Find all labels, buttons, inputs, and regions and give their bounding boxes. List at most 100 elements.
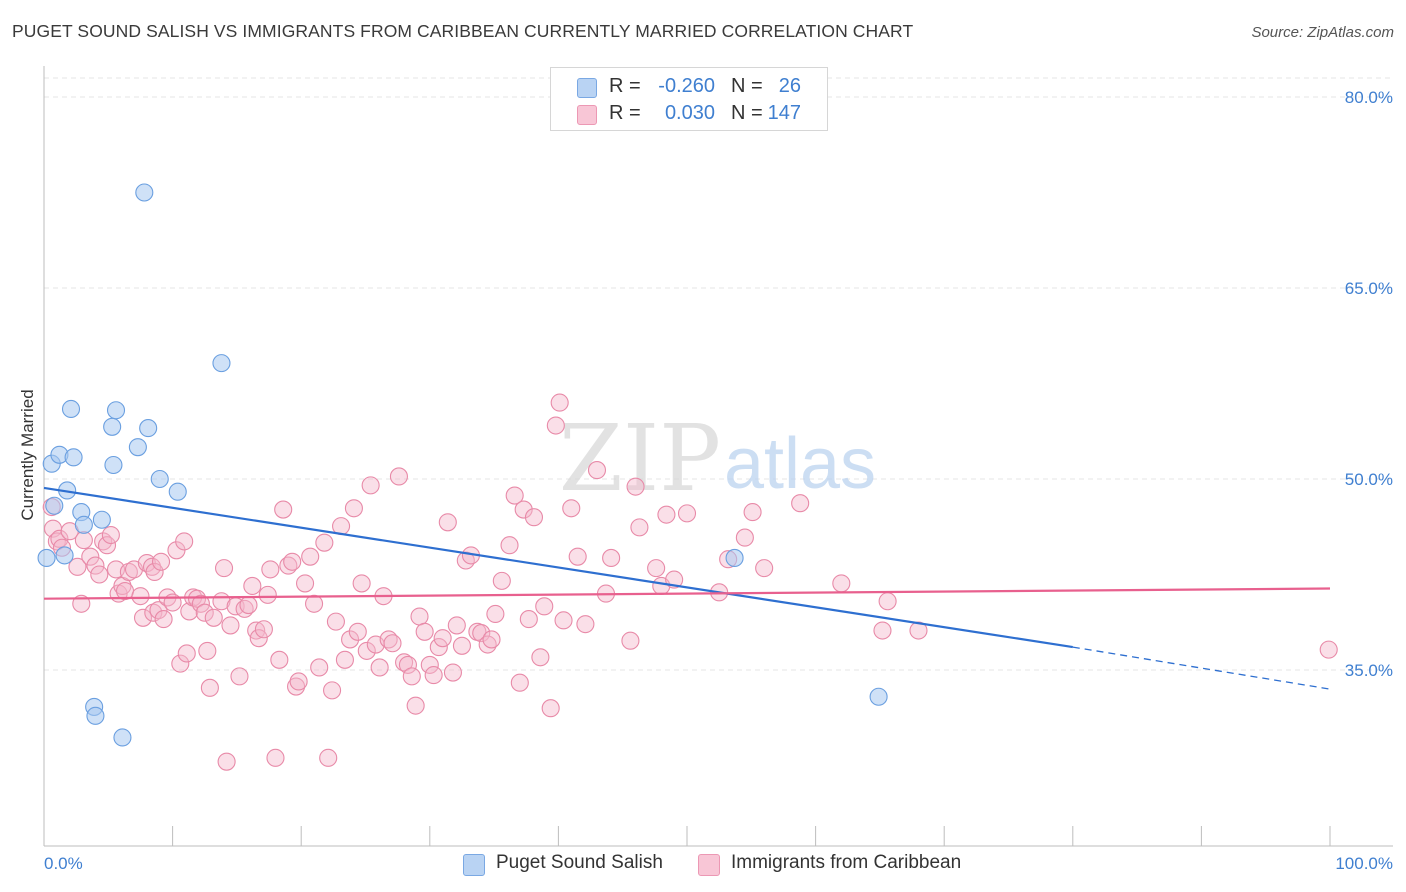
caribbean-point: [438, 513, 457, 532]
y-tick-label: 65.0%: [1345, 279, 1393, 298]
caribbean-point: [195, 603, 214, 622]
caribbean-point: [310, 658, 329, 677]
series-legend: Puget Sound Salish Immigrants from Carib…: [0, 852, 1406, 878]
caribbean-point: [191, 594, 210, 613]
caribbean-point: [486, 604, 505, 624]
caribbean-point: [482, 630, 501, 649]
caribbean-point: [119, 562, 138, 582]
caribbean-point: [410, 607, 429, 626]
caribbean-point: [873, 621, 892, 640]
salish-point: [128, 438, 147, 457]
caribbean-point: [832, 574, 851, 593]
salish-point: [150, 469, 169, 489]
caribbean-point: [472, 624, 491, 643]
caribbean-point: [72, 594, 91, 613]
caribbean-point: [74, 531, 93, 550]
caribbean-point: [452, 636, 472, 655]
caribbean-point: [587, 461, 607, 480]
caribbean-point: [531, 648, 550, 667]
salish-point: [37, 548, 56, 567]
caribbean-point: [335, 650, 354, 669]
legend-r-value: -0.260: [658, 75, 715, 97]
salish-point: [86, 706, 105, 725]
caribbean-point: [101, 525, 120, 545]
caribbean-point: [677, 504, 697, 523]
caribbean-point: [383, 634, 402, 653]
caribbean-point: [149, 601, 168, 620]
watermark-atlas: atlas: [724, 424, 876, 504]
caribbean-point: [217, 752, 236, 771]
caribbean-point: [305, 594, 324, 613]
caribbean-point: [878, 592, 897, 611]
caribbean-point: [398, 655, 417, 674]
caribbean-point: [249, 629, 268, 648]
caribbean-point: [151, 552, 171, 571]
salish-point: [725, 548, 744, 567]
caribbean-point: [243, 576, 262, 596]
caribbean-point: [389, 467, 408, 486]
legend-n-value: 26: [778, 75, 801, 97]
y-tick-labels: 35.0% 50.0% 65.0% 80.0%: [1345, 88, 1393, 680]
caribbean-point: [144, 603, 163, 622]
legend-r-value: 0.030: [664, 102, 715, 124]
x-tick-min: 0.0%: [44, 854, 83, 873]
caribbean-point: [370, 658, 389, 677]
caribbean-point: [357, 641, 376, 660]
chart-source: Source: ZipAtlas.com: [1251, 24, 1394, 41]
caribbean-point: [133, 608, 153, 627]
caribbean-point: [214, 559, 234, 578]
caribbean-point: [630, 518, 649, 537]
legend-r-label: R =: [609, 102, 641, 124]
caribbean-point: [266, 748, 285, 767]
salish-point: [139, 419, 158, 438]
caribbean-point: [239, 596, 258, 615]
caribbean-point: [198, 641, 217, 660]
caribbean-point: [352, 574, 371, 593]
legend-swatch-blue: [577, 78, 597, 98]
salish-point: [64, 448, 83, 467]
caribbean-point: [142, 557, 162, 576]
caribbean-point: [500, 536, 519, 555]
y-tick-label: 35.0%: [1345, 661, 1393, 680]
y-tick-label: 50.0%: [1345, 470, 1393, 489]
salish-points: [37, 183, 888, 747]
caribbean-point: [261, 560, 280, 579]
caribbean-point: [287, 677, 306, 696]
caribbean-point: [348, 622, 367, 641]
caribbean-point: [154, 610, 173, 629]
axes: [43, 66, 1393, 847]
salish-point: [869, 687, 888, 706]
legend-swatch-pink: [698, 854, 720, 876]
caribbean-point: [535, 597, 554, 616]
caribbean-point: [323, 681, 342, 700]
caribbean-point: [230, 667, 249, 686]
caribbean-points: [42, 393, 1338, 771]
salish-point: [212, 354, 231, 373]
caribbean-point: [621, 631, 640, 650]
caribbean-point: [97, 536, 117, 555]
caribbean-point: [289, 672, 308, 691]
legend-row-salish: R = -0.260 N = 26: [551, 74, 827, 100]
caribbean-point: [433, 629, 452, 648]
salish-point: [135, 183, 154, 202]
chart-title: PUGET SOUND SALISH VS IMMIGRANTS FROM CA…: [12, 21, 914, 41]
x-tick-max: 100.0%: [1335, 854, 1393, 873]
salish-trend-line: [43, 486, 1073, 649]
caribbean-point: [447, 616, 466, 635]
legend-row-caribbean: R = 0.030 N = 147: [551, 101, 827, 127]
caribbean-point: [524, 508, 544, 527]
watermark-zip: ZIP: [559, 405, 721, 512]
caribbean-point: [177, 644, 196, 663]
caribbean-point: [402, 667, 421, 686]
caribbean-point: [221, 616, 240, 635]
caribbean-point: [576, 615, 595, 634]
caribbean-point: [743, 503, 762, 522]
caribbean-point: [735, 528, 754, 547]
caribbean-point: [519, 610, 538, 629]
caribbean-point: [171, 654, 190, 673]
caribbean-point: [626, 477, 645, 496]
y-tick-label: 80.0%: [1345, 88, 1393, 107]
caribbean-point: [415, 622, 434, 641]
salish-point: [113, 728, 132, 747]
caribbean-point: [86, 556, 105, 575]
